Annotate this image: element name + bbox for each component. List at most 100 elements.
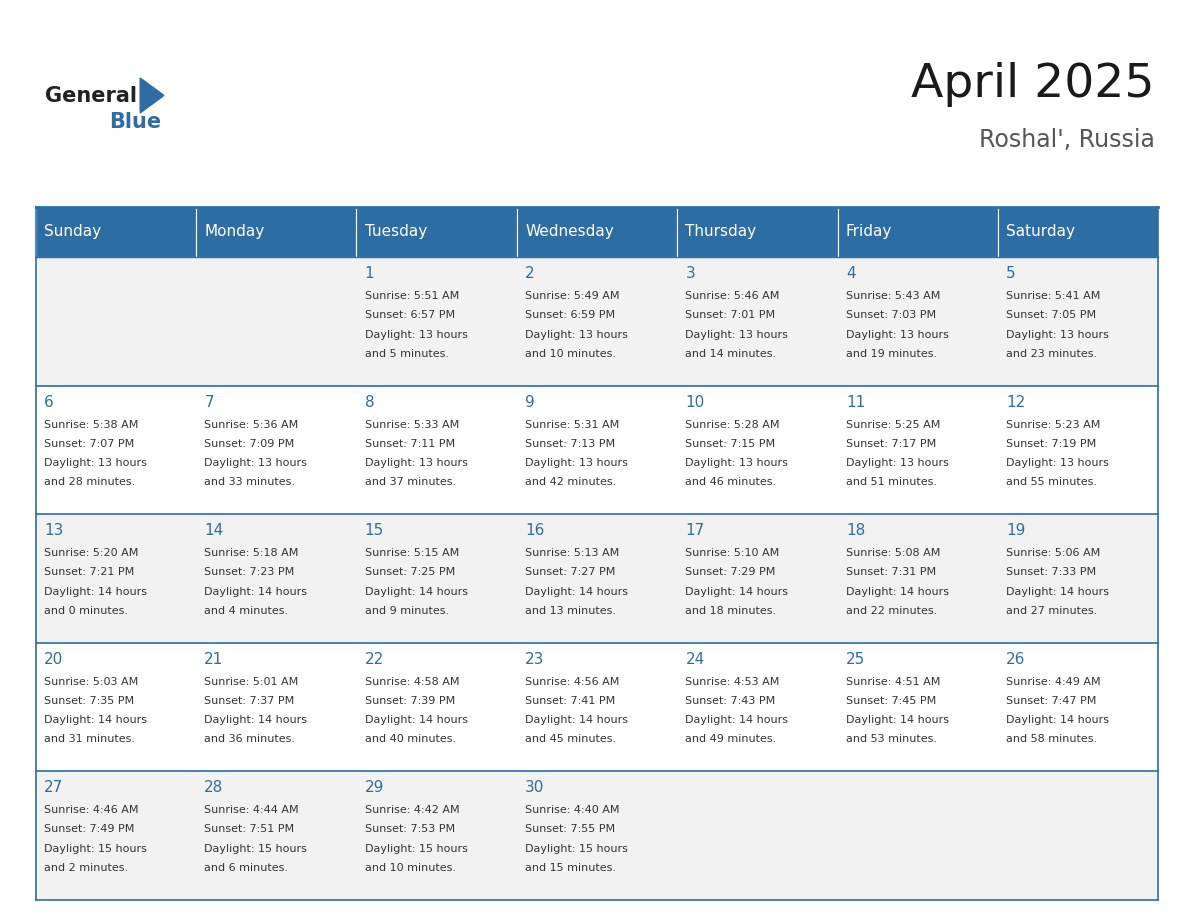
Text: and 19 minutes.: and 19 minutes.	[846, 349, 937, 359]
Text: 28: 28	[204, 780, 223, 795]
Text: Sunrise: 5:23 AM: Sunrise: 5:23 AM	[1006, 420, 1100, 430]
Bar	[838, 771, 998, 900]
Text: 25: 25	[846, 652, 865, 666]
Bar	[36, 643, 196, 771]
Text: Daylight: 13 hours: Daylight: 13 hours	[525, 330, 628, 340]
Text: Sunrise: 4:44 AM: Sunrise: 4:44 AM	[204, 805, 299, 815]
Bar	[356, 386, 517, 514]
Text: 5: 5	[1006, 266, 1016, 281]
Text: Blue: Blue	[109, 112, 162, 132]
Bar	[838, 207, 998, 257]
Polygon shape	[140, 78, 164, 113]
Bar	[998, 386, 1158, 514]
Text: and 36 minutes.: and 36 minutes.	[204, 734, 296, 744]
Text: Sunday: Sunday	[44, 224, 101, 240]
Text: Sunrise: 5:38 AM: Sunrise: 5:38 AM	[44, 420, 138, 430]
Bar	[196, 643, 356, 771]
Bar	[838, 643, 998, 771]
Text: Daylight: 14 hours: Daylight: 14 hours	[365, 715, 468, 725]
Text: Daylight: 13 hours: Daylight: 13 hours	[846, 458, 949, 468]
Text: 27: 27	[44, 780, 63, 795]
Text: 24: 24	[685, 652, 704, 666]
Bar	[356, 257, 517, 386]
Text: and 10 minutes.: and 10 minutes.	[525, 349, 617, 359]
Text: Sunset: 7:01 PM: Sunset: 7:01 PM	[685, 310, 776, 320]
Text: Sunrise: 5:51 AM: Sunrise: 5:51 AM	[365, 291, 459, 301]
Text: and 31 minutes.: and 31 minutes.	[44, 734, 135, 744]
Bar	[356, 643, 517, 771]
Text: Sunrise: 5:08 AM: Sunrise: 5:08 AM	[846, 548, 940, 558]
Text: and 28 minutes.: and 28 minutes.	[44, 477, 135, 487]
Text: Sunrise: 4:46 AM: Sunrise: 4:46 AM	[44, 805, 139, 815]
Bar	[517, 771, 677, 900]
Text: Sunrise: 4:49 AM: Sunrise: 4:49 AM	[1006, 677, 1101, 687]
Bar	[677, 514, 838, 643]
Text: Daylight: 15 hours: Daylight: 15 hours	[525, 844, 628, 854]
Text: and 10 minutes.: and 10 minutes.	[365, 863, 456, 873]
Text: Sunset: 7:39 PM: Sunset: 7:39 PM	[365, 696, 455, 706]
Text: and 45 minutes.: and 45 minutes.	[525, 734, 617, 744]
Text: Sunset: 7:13 PM: Sunset: 7:13 PM	[525, 439, 615, 449]
Text: and 0 minutes.: and 0 minutes.	[44, 606, 128, 616]
Text: 3: 3	[685, 266, 695, 281]
Text: and 33 minutes.: and 33 minutes.	[204, 477, 296, 487]
Text: 4: 4	[846, 266, 855, 281]
Text: and 6 minutes.: and 6 minutes.	[204, 863, 289, 873]
Text: Daylight: 14 hours: Daylight: 14 hours	[1006, 715, 1110, 725]
Bar	[677, 643, 838, 771]
Text: Sunset: 7:37 PM: Sunset: 7:37 PM	[204, 696, 295, 706]
Text: Daylight: 13 hours: Daylight: 13 hours	[525, 458, 628, 468]
Text: and 40 minutes.: and 40 minutes.	[365, 734, 456, 744]
Text: Sunrise: 5:20 AM: Sunrise: 5:20 AM	[44, 548, 138, 558]
Text: 11: 11	[846, 395, 865, 409]
Text: Sunrise: 5:41 AM: Sunrise: 5:41 AM	[1006, 291, 1100, 301]
Text: Sunrise: 5:49 AM: Sunrise: 5:49 AM	[525, 291, 620, 301]
Text: and 15 minutes.: and 15 minutes.	[525, 863, 617, 873]
Text: Daylight: 15 hours: Daylight: 15 hours	[44, 844, 147, 854]
Text: and 13 minutes.: and 13 minutes.	[525, 606, 617, 616]
Text: 7: 7	[204, 395, 214, 409]
Text: and 53 minutes.: and 53 minutes.	[846, 734, 937, 744]
Text: 17: 17	[685, 523, 704, 538]
Text: Sunrise: 5:25 AM: Sunrise: 5:25 AM	[846, 420, 940, 430]
Text: and 37 minutes.: and 37 minutes.	[365, 477, 456, 487]
Bar	[196, 771, 356, 900]
Text: and 23 minutes.: and 23 minutes.	[1006, 349, 1098, 359]
Text: Sunrise: 5:06 AM: Sunrise: 5:06 AM	[1006, 548, 1100, 558]
Text: Sunrise: 5:33 AM: Sunrise: 5:33 AM	[365, 420, 459, 430]
Text: and 27 minutes.: and 27 minutes.	[1006, 606, 1098, 616]
Text: Daylight: 13 hours: Daylight: 13 hours	[365, 330, 468, 340]
Bar	[517, 514, 677, 643]
Text: Sunrise: 5:43 AM: Sunrise: 5:43 AM	[846, 291, 940, 301]
Text: Daylight: 14 hours: Daylight: 14 hours	[685, 587, 789, 597]
Text: Sunrise: 5:15 AM: Sunrise: 5:15 AM	[365, 548, 459, 558]
Text: 16: 16	[525, 523, 544, 538]
Text: 2: 2	[525, 266, 535, 281]
Text: Sunset: 7:35 PM: Sunset: 7:35 PM	[44, 696, 134, 706]
Bar	[36, 514, 196, 643]
Text: 1: 1	[365, 266, 374, 281]
Text: 13: 13	[44, 523, 63, 538]
Text: and 18 minutes.: and 18 minutes.	[685, 606, 777, 616]
Bar	[838, 257, 998, 386]
Bar	[998, 207, 1158, 257]
Text: Sunrise: 4:42 AM: Sunrise: 4:42 AM	[365, 805, 460, 815]
Text: 26: 26	[1006, 652, 1025, 666]
Text: Sunset: 7:25 PM: Sunset: 7:25 PM	[365, 567, 455, 577]
Text: 18: 18	[846, 523, 865, 538]
Text: 15: 15	[365, 523, 384, 538]
Bar	[677, 257, 838, 386]
Text: Sunset: 6:57 PM: Sunset: 6:57 PM	[365, 310, 455, 320]
Text: Sunset: 7:41 PM: Sunset: 7:41 PM	[525, 696, 615, 706]
Text: Sunrise: 4:53 AM: Sunrise: 4:53 AM	[685, 677, 779, 687]
Text: Sunrise: 5:31 AM: Sunrise: 5:31 AM	[525, 420, 619, 430]
Bar	[356, 207, 517, 257]
Text: and 55 minutes.: and 55 minutes.	[1006, 477, 1098, 487]
Text: Daylight: 14 hours: Daylight: 14 hours	[44, 587, 147, 597]
Text: Sunrise: 4:56 AM: Sunrise: 4:56 AM	[525, 677, 619, 687]
Bar	[998, 643, 1158, 771]
Text: and 2 minutes.: and 2 minutes.	[44, 863, 128, 873]
Text: Roshal', Russia: Roshal', Russia	[979, 128, 1155, 151]
Text: 23: 23	[525, 652, 544, 666]
Bar	[677, 386, 838, 514]
